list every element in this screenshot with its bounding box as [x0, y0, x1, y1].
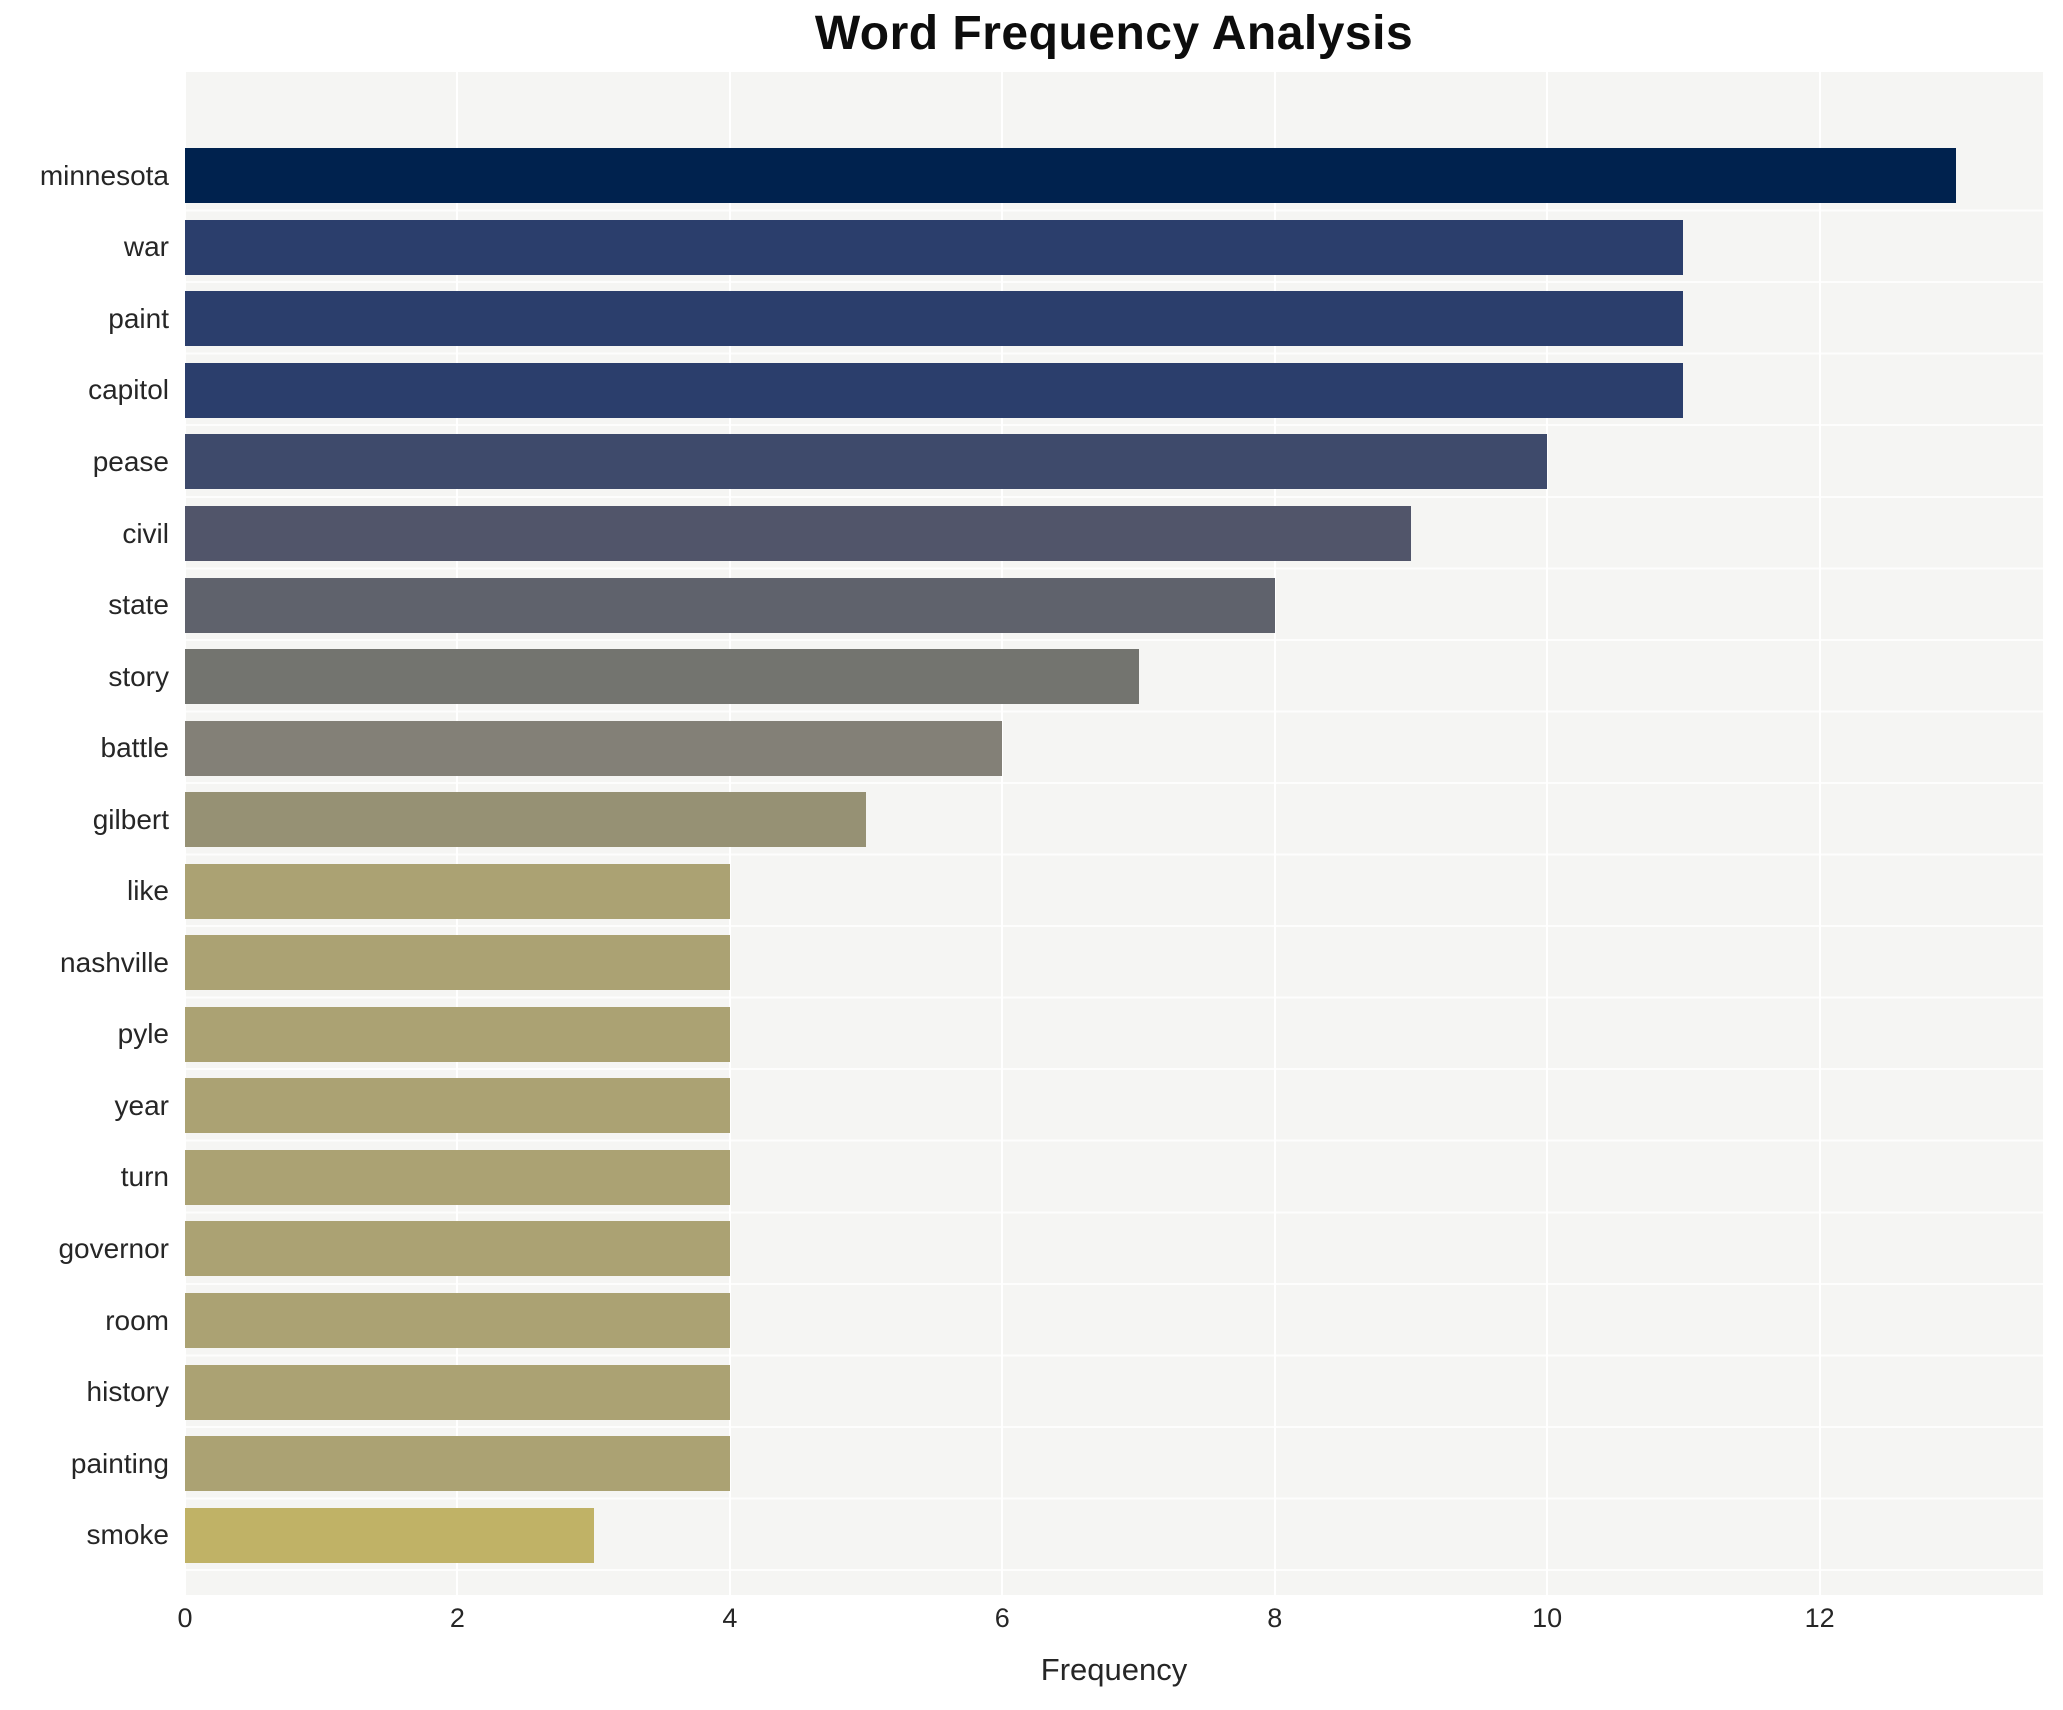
- category-label: room: [105, 1304, 169, 1336]
- x-tick-label: 2: [449, 1603, 465, 1633]
- x-tick-label: 4: [722, 1603, 738, 1633]
- bar-cell: [185, 1356, 2043, 1428]
- frequency-bar: [185, 1507, 594, 1563]
- frequency-bar: [185, 219, 1684, 275]
- bar-cell: [185, 1142, 2043, 1214]
- bar-cell: [185, 1428, 2043, 1500]
- category-label: like: [126, 875, 169, 907]
- frequency-bar: [185, 1078, 730, 1134]
- frequency-bar: [185, 863, 730, 919]
- frequency-bar: [185, 577, 1275, 633]
- frequency-bar: [185, 1006, 730, 1062]
- bar-row: like: [0, 855, 2043, 927]
- bar-row: smoke: [0, 1499, 2043, 1571]
- frequency-bar: [185, 935, 730, 991]
- frequency-bar: [185, 291, 1684, 347]
- x-axis-label: Frequency: [1040, 1652, 1188, 1687]
- bar-cell: [185, 1213, 2043, 1285]
- bar-cell: [185, 355, 2043, 427]
- category-label: civil: [122, 517, 169, 549]
- bar-cell: [185, 927, 2043, 999]
- frequency-bar: [185, 362, 1684, 418]
- bar-row: paint: [0, 283, 2043, 355]
- frequency-bar: [185, 649, 1139, 705]
- category-label: governor: [58, 1232, 169, 1264]
- bar-row: year: [0, 1070, 2043, 1142]
- bar-cell: [185, 1499, 2043, 1571]
- bar-row: battle: [0, 712, 2043, 784]
- category-label: pyle: [117, 1018, 169, 1050]
- bar-cell: [185, 641, 2043, 713]
- category-label: story: [108, 660, 169, 692]
- bar-cell: [185, 1285, 2043, 1357]
- chart-title: Word Frequency Analysis: [814, 7, 1414, 60]
- frequency-bar: [185, 792, 867, 848]
- category-label: nashville: [60, 946, 169, 978]
- bar-cell: [185, 140, 2043, 212]
- bar-row: war: [0, 212, 2043, 284]
- frequency-bar: [185, 1221, 730, 1277]
- bar-cell: [185, 1070, 2043, 1142]
- frequency-bar: [185, 506, 1411, 561]
- category-label: war: [123, 231, 169, 263]
- bar-cell: [185, 212, 2043, 284]
- bar-row: turn: [0, 1142, 2043, 1214]
- category-label: smoke: [86, 1519, 169, 1551]
- frequency-bar: [185, 1436, 730, 1492]
- category-label: painting: [70, 1447, 169, 1479]
- bar-row: governor: [0, 1213, 2043, 1285]
- category-label: history: [86, 1376, 169, 1408]
- category-label: pease: [92, 445, 169, 477]
- frequency-bar: [185, 434, 1548, 490]
- bar-row: minnesota: [0, 140, 2043, 212]
- bar-row: pyle: [0, 999, 2043, 1071]
- x-axis-ticks: 0 2 4 6 8 10 12: [177, 1603, 2043, 1643]
- bar-cell: [185, 999, 2043, 1071]
- category-label: year: [114, 1089, 169, 1121]
- bar-row: story: [0, 641, 2043, 713]
- bar-cell: [185, 498, 2043, 570]
- bar-cell: [185, 784, 2043, 856]
- frequency-bar: [185, 720, 1003, 776]
- bar-row: nashville: [0, 927, 2043, 999]
- x-tick-label: 8: [1267, 1603, 1283, 1633]
- category-label: paint: [108, 302, 169, 334]
- bar-cell: [185, 712, 2043, 784]
- x-tick-label: 12: [1804, 1603, 1835, 1633]
- category-label: capitol: [88, 374, 169, 406]
- bar-row: state: [0, 569, 2043, 641]
- x-tick-label: 6: [994, 1603, 1010, 1633]
- bar-row: civil: [0, 498, 2043, 570]
- bar-row: pease: [0, 426, 2043, 498]
- bar-rows-container: minnesota war paint capitol pease civil: [0, 72, 2043, 1595]
- frequency-bar: [185, 148, 1956, 204]
- bar-cell: [185, 283, 2043, 355]
- x-tick-label: 0: [177, 1603, 193, 1633]
- bar-row: room: [0, 1285, 2043, 1357]
- x-tick-label: 10: [1532, 1603, 1563, 1633]
- bar-cell: [185, 855, 2043, 927]
- category-label: gilbert: [92, 803, 169, 835]
- category-label: minnesota: [39, 159, 169, 191]
- bar-cell: [185, 569, 2043, 641]
- bar-row: painting: [0, 1428, 2043, 1500]
- category-label: battle: [100, 732, 170, 764]
- bar-row: history: [0, 1356, 2043, 1428]
- bar-row: gilbert: [0, 784, 2043, 856]
- category-label: state: [108, 589, 169, 621]
- frequency-bar: [185, 1293, 730, 1349]
- bar-cell: [185, 426, 2043, 498]
- frequency-bar: [185, 1364, 730, 1420]
- frequency-bar: [185, 1149, 730, 1205]
- bar-row: capitol: [0, 355, 2043, 427]
- category-label: turn: [120, 1161, 169, 1193]
